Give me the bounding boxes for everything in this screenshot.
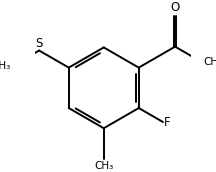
Text: S: S [35, 37, 43, 50]
Text: F: F [164, 116, 171, 128]
Text: CH₃: CH₃ [203, 57, 216, 67]
Text: CH₃: CH₃ [0, 61, 11, 71]
Text: O: O [170, 1, 180, 14]
Text: CH₃: CH₃ [94, 161, 113, 171]
